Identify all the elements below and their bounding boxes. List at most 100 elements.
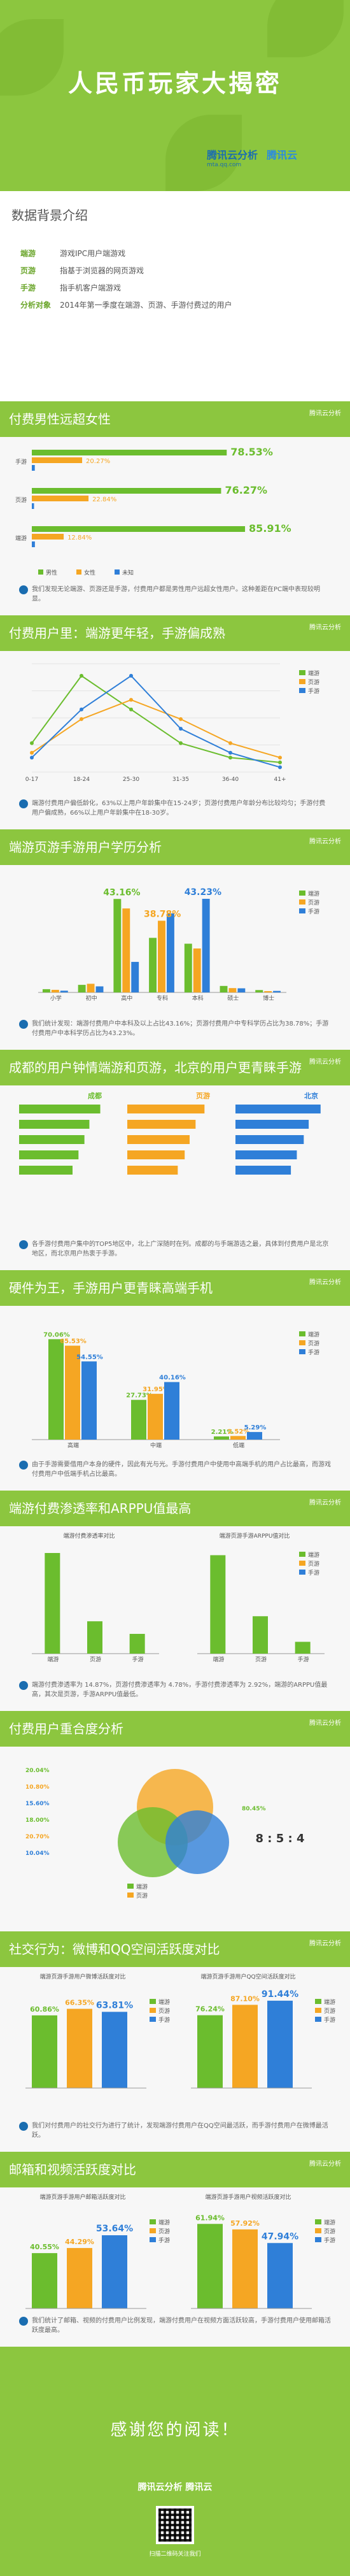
legend-swatch (115, 569, 120, 575)
tick-label: 36-40 (222, 776, 239, 783)
legend-swatch (299, 1561, 305, 1566)
section-6: 端游付费渗透率和ARPPU值最高 腾讯云分析端游付费渗透率对比 端游 页游 手游 端游页游… (0, 1491, 350, 1711)
legend-swatch (299, 1552, 305, 1557)
legend-label: 页游 (324, 2228, 335, 2235)
data-label: 76.27% (225, 484, 267, 496)
qr-caption: 扫描二维码关注我们 (149, 2551, 201, 2558)
data-label: 12.84% (67, 534, 92, 541)
tick-label: 端游 (15, 534, 27, 542)
bar (247, 1432, 262, 1440)
legend-label: 端游 (308, 890, 319, 898)
qr-code (156, 2506, 194, 2544)
legend-label: 手游 (308, 687, 319, 695)
point (179, 727, 183, 731)
section-title: 端游付费渗透率和ARPPU值最高 腾讯云分析 (0, 1491, 350, 1526)
legend-label: 端游 (324, 2219, 335, 2226)
bar (122, 908, 130, 992)
legend-label: 端游 (136, 1883, 148, 1891)
data-label: 66.35% (65, 1999, 94, 2007)
bar (220, 985, 228, 992)
chart: 70.06%65.53% 54.55% 高端 27.73%31.95% 40.16% 中端… (32, 1331, 319, 1449)
background-row: 分析对象 2014年第一季度在端游、页游、手游付费过的用户 (20, 301, 232, 310)
bar (184, 943, 192, 992)
data-label: 87.10% (230, 1994, 260, 2003)
bar (235, 1166, 291, 1175)
ratio-label: 8 : 5 : 4 (255, 1832, 304, 1845)
point (129, 698, 133, 702)
bar (197, 2015, 223, 2088)
bar (131, 962, 139, 992)
point (30, 741, 34, 745)
bar (67, 2248, 92, 2308)
bar (214, 1436, 229, 1440)
section-note: 各手游付费用户集中的TOP5地区中，北上广深随时在列。成都的与手端游选之最，具体… (19, 1240, 331, 1259)
bar (32, 541, 35, 547)
group-label: 成都 (88, 1091, 102, 1100)
section-note: 我们统计发现：端游付费用户中本科及以上占比43.16%；页游付费用户中专科学历占… (19, 1019, 331, 1038)
legend-swatch (315, 2008, 321, 2013)
bar (148, 1394, 163, 1440)
data-label: 61.94% (195, 2214, 225, 2222)
bar (32, 526, 246, 532)
data-label: 20.70% (25, 1834, 50, 1840)
chart-title: 端游页游手游用户QQ空间活跃度对比 (200, 1973, 295, 1980)
legend-swatch (299, 1570, 305, 1575)
point (80, 707, 83, 712)
legend-label: 手游 (308, 908, 319, 915)
background-row: 页游 指基于浏览器的网页游戏 (20, 266, 144, 275)
legend-label: 未知 (122, 569, 134, 576)
bar (164, 1382, 179, 1440)
data-label: 10.04% (25, 1850, 50, 1857)
tick-label: 高端 (67, 1442, 79, 1449)
series-line (31, 699, 281, 759)
bar (48, 1339, 64, 1440)
chart: 手游 78.53% 20.27% 页游 76.27% 22.84% 端游 85.91% 12.8… (15, 446, 291, 576)
section-note: 我们统计了邮箱、视频的付费用户比例发现，端游付费用户在视频方面活跃较高，手游付费… (19, 2316, 331, 2335)
section-note: 由于手游需要借用户本身的硬件，因此有光与光。手游付费用户中使用中高端手机的用户占… (19, 1460, 331, 1479)
bar (127, 1135, 190, 1144)
section-note: 端游付费用户偏低龄化，63%以上用户年龄集中在15-24岁；页游付费用户年龄分布… (19, 799, 331, 818)
bar (267, 2243, 293, 2308)
tick-label: 页游 (15, 496, 27, 504)
bar (295, 1642, 311, 1654)
bar (19, 1150, 79, 1159)
bar (45, 1553, 60, 1654)
section-4: 成都的用户钟情端游和页游，北京的用户更青睐手游 腾讯云分析 成都 页游 北京 各手游付费用… (0, 1050, 350, 1270)
chart: 成都 页游 北京 (19, 1091, 321, 1175)
data-label: 53.64% (96, 2224, 133, 2234)
legend-swatch (38, 569, 43, 575)
data-label: 20.04% (25, 1768, 50, 1774)
bar (127, 1150, 185, 1159)
legend-label: 端游 (324, 1998, 335, 2006)
chart: 端游页游手游用户邮箱活跃度对比 40.55% 44.29%53.64% 端游页游手游 端… (25, 2193, 335, 2309)
point (30, 750, 34, 755)
legend-label: 女性 (84, 569, 95, 576)
bar (131, 1399, 146, 1440)
tick-label: 25-30 (123, 776, 139, 783)
series-line (31, 675, 281, 763)
background-row: 手游 指手机客户端游戏 (20, 283, 122, 292)
tick-label: 页游 (255, 1656, 267, 1663)
point (179, 717, 183, 721)
legend-label: 端游 (308, 669, 319, 677)
bar (127, 1120, 196, 1129)
bar (87, 984, 95, 992)
legend-swatch (299, 1331, 305, 1336)
bar (78, 985, 86, 992)
legend-label: 端游 (308, 1551, 319, 1559)
data-label: 40.55% (30, 2243, 59, 2251)
chart: 端游页游手游用户微博活跃度对比 60.86% 66.35% 63.81% 端游页游手游 端… (25, 1973, 335, 2089)
tick-label: 页游 (90, 1656, 101, 1663)
legend-label: 页游 (308, 1560, 319, 1568)
data-label: 76.24% (195, 2005, 225, 2014)
legend-swatch (150, 2219, 156, 2224)
section-2: 付费用户里：端游更年轻，手游偏成熟 腾讯云分析 0-17 18-24 25-30 31-3… (0, 615, 350, 829)
bar (232, 2005, 258, 2088)
data-label: 18.00% (25, 1817, 50, 1824)
data-label: 44.29% (65, 2238, 94, 2246)
legend-swatch (299, 670, 305, 675)
tick-label: 18-24 (73, 776, 90, 783)
chart: 0-17 18-24 25-30 31-35 36-40 41+ 端游页游手游 (25, 663, 319, 783)
bar (32, 2253, 57, 2308)
